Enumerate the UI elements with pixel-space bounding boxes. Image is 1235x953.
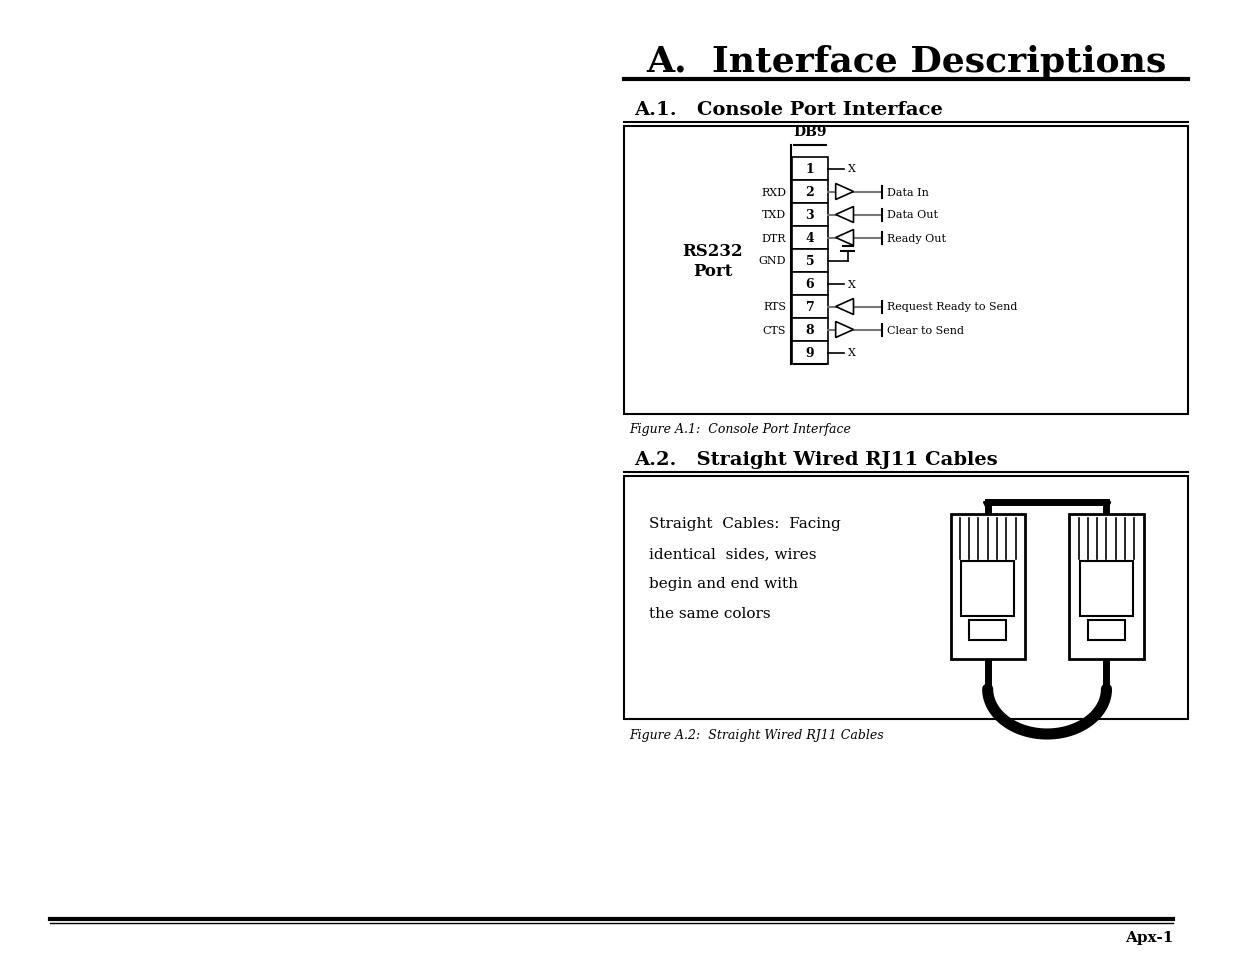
Bar	[792, 158, 827, 181]
Text: 8: 8	[805, 324, 814, 336]
Text: Straight  Cables:  Facing: Straight Cables: Facing	[648, 517, 840, 531]
Polygon shape	[836, 299, 853, 315]
Text: identical  sides, wires: identical sides, wires	[648, 546, 816, 560]
Text: Data Out: Data Out	[887, 211, 939, 220]
Bar	[792, 318, 827, 341]
Text: CTS: CTS	[763, 325, 787, 335]
Text: A.  Interface Descriptions: A. Interface Descriptions	[646, 45, 1166, 79]
Polygon shape	[836, 184, 853, 200]
Bar	[792, 227, 827, 250]
Text: GND: GND	[758, 256, 787, 266]
Bar	[1079, 561, 1134, 616]
Bar	[961, 561, 1014, 616]
Bar	[792, 181, 827, 204]
Text: Figure A.2:  Straight Wired RJ11 Cables: Figure A.2: Straight Wired RJ11 Cables	[629, 729, 883, 741]
Text: 6: 6	[805, 277, 814, 291]
Text: A.1.   Console Port Interface: A.1. Console Port Interface	[634, 101, 942, 119]
Text: 7: 7	[805, 301, 814, 314]
Bar	[1088, 620, 1125, 640]
Text: DTR: DTR	[762, 233, 787, 243]
Text: Data In: Data In	[887, 188, 929, 197]
Polygon shape	[836, 231, 853, 246]
Text: RXD: RXD	[761, 188, 787, 197]
Text: DB9: DB9	[793, 125, 826, 139]
Text: Ready Out: Ready Out	[887, 233, 946, 243]
Text: 5: 5	[805, 254, 814, 268]
Text: X: X	[847, 164, 856, 174]
Text: 1: 1	[805, 163, 814, 175]
Bar	[969, 620, 1007, 640]
Bar	[792, 341, 827, 365]
Text: Figure A.1:  Console Port Interface: Figure A.1: Console Port Interface	[629, 423, 851, 436]
Text: Request Ready to Send: Request Ready to Send	[887, 302, 1018, 313]
Text: RS232
Port: RS232 Port	[683, 243, 743, 279]
Text: 2: 2	[805, 186, 814, 199]
Bar	[1070, 515, 1144, 659]
Text: X: X	[847, 279, 856, 289]
Text: RTS: RTS	[763, 302, 787, 313]
Text: TXD: TXD	[762, 211, 787, 220]
Bar	[951, 515, 1025, 659]
Text: 9: 9	[805, 347, 814, 359]
Text: Clear to Send: Clear to Send	[887, 325, 965, 335]
Polygon shape	[836, 322, 853, 338]
Text: A.2.   Straight Wired RJ11 Cables: A.2. Straight Wired RJ11 Cables	[634, 451, 998, 469]
Text: begin and end with: begin and end with	[648, 577, 798, 590]
Text: Apx-1: Apx-1	[1125, 930, 1173, 944]
Bar	[624, 476, 1188, 720]
Bar	[624, 127, 1188, 415]
Polygon shape	[836, 208, 853, 223]
Text: 3: 3	[805, 209, 814, 222]
Text: 4: 4	[805, 232, 814, 245]
Bar	[792, 273, 827, 295]
Text: X: X	[847, 348, 856, 358]
Text: the same colors: the same colors	[648, 606, 771, 620]
Bar	[792, 250, 827, 273]
Bar	[792, 204, 827, 227]
Bar	[792, 295, 827, 318]
